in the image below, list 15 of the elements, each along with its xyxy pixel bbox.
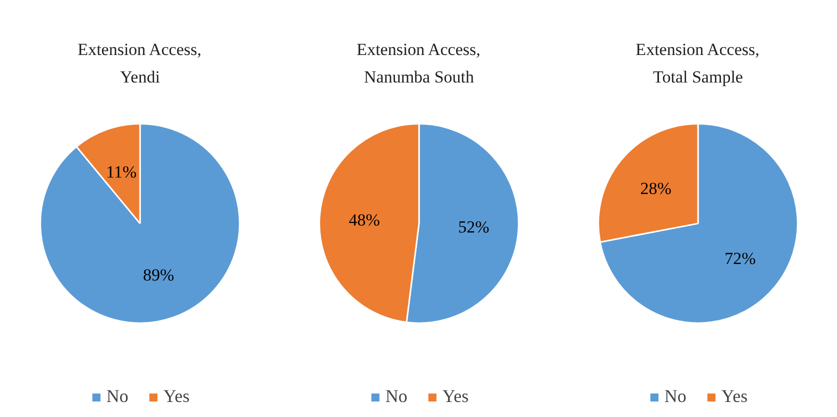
data-label: 72% — [724, 248, 756, 268]
data-label: 89% — [142, 265, 174, 284]
chart-title: Extension Access, Total Sample — [636, 40, 760, 87]
legend-label: Yes — [721, 386, 748, 407]
legend-label: No — [106, 386, 128, 407]
data-label: 48% — [348, 210, 380, 230]
chart-title: Extension Access, Yendi — [78, 40, 202, 87]
legend-label: No — [385, 386, 408, 407]
legend-label: No — [664, 386, 686, 407]
data-label: 52% — [458, 217, 490, 236]
data-label: 28% — [640, 179, 672, 198]
legend-label: Yes — [442, 386, 469, 407]
legend-label: Yes — [163, 386, 190, 407]
chart-title: Extension Access, Nanumba South — [356, 40, 480, 87]
data-label: 11% — [106, 162, 137, 182]
